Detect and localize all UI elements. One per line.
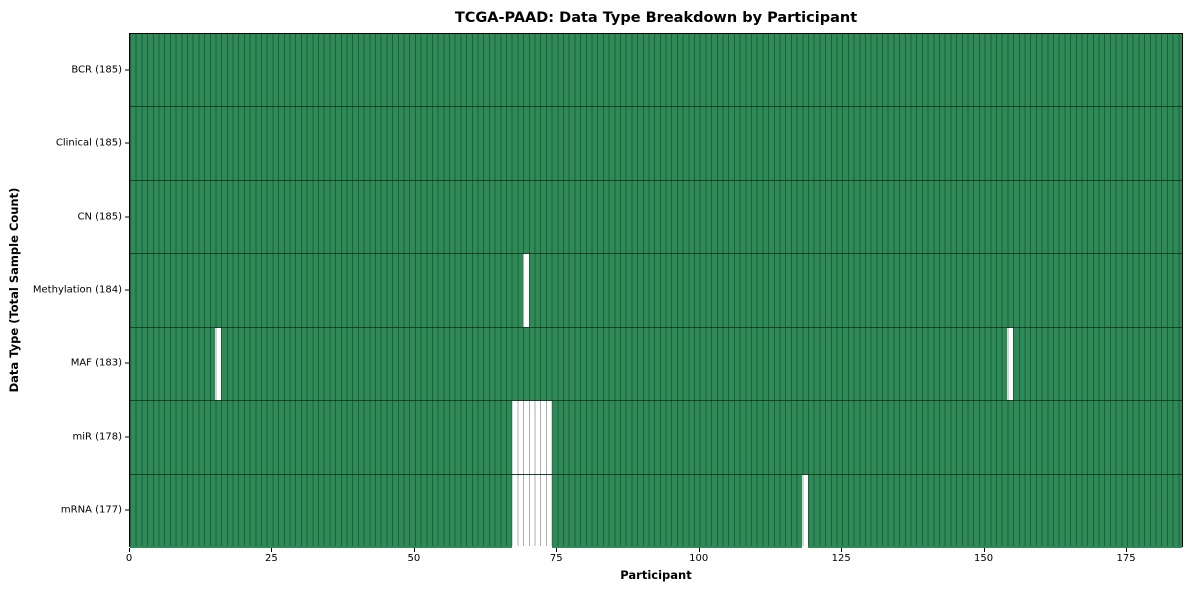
ytick-label-Methylation: Methylation (184) bbox=[32, 284, 122, 296]
xtick-label-25: 25 bbox=[265, 553, 278, 564]
row-Clinical bbox=[130, 107, 1182, 181]
absent-segment-MAF bbox=[1007, 327, 1014, 401]
row-CN bbox=[130, 180, 1182, 255]
x-axis-label: Participant bbox=[620, 568, 692, 582]
xtick-label-75: 75 bbox=[549, 553, 563, 564]
xtick-label-0: 0 bbox=[125, 553, 133, 564]
ytick-mark bbox=[125, 142, 129, 144]
chart-title: TCGA-PAAD: Data Type Breakdown by Partic… bbox=[454, 10, 858, 26]
xtick-mark bbox=[271, 548, 273, 552]
xtick-mark bbox=[698, 548, 700, 552]
ytick-mark bbox=[125, 69, 129, 71]
xtick-label-150: 150 bbox=[974, 553, 994, 564]
ytick-mark bbox=[125, 216, 129, 218]
y-axis-label: Data Type (Total Sample Count) bbox=[7, 187, 21, 393]
row-mRNA bbox=[130, 474, 1182, 548]
absent-segment-mRNA bbox=[802, 474, 808, 548]
ytick-mark bbox=[125, 289, 129, 291]
ytick-mark bbox=[125, 362, 129, 364]
xtick-mark bbox=[1126, 548, 1128, 552]
xtick-mark bbox=[983, 548, 985, 552]
xtick-label-100: 100 bbox=[689, 553, 709, 564]
row-BCR bbox=[130, 34, 1182, 108]
row-Methylation bbox=[130, 254, 1182, 328]
xtick-mark bbox=[556, 548, 558, 552]
xtick-mark bbox=[841, 548, 843, 552]
row-MAF bbox=[130, 327, 1182, 402]
xtick-label-175: 175 bbox=[1116, 553, 1136, 564]
xtick-mark bbox=[413, 548, 415, 552]
row-miR bbox=[130, 401, 1182, 475]
ytick-label-mRNA: mRNA (177) bbox=[60, 504, 122, 516]
xtick-label-125: 125 bbox=[831, 553, 851, 564]
ytick-label-CN: CN (185) bbox=[77, 211, 122, 223]
absent-segment-Methylation bbox=[523, 254, 529, 327]
ytick-label-BCR: BCR (185) bbox=[71, 64, 122, 76]
xtick-label-50: 50 bbox=[407, 553, 421, 564]
xtick-mark bbox=[129, 548, 130, 552]
ytick-mark bbox=[125, 436, 129, 438]
absent-segment-miR bbox=[511, 401, 552, 474]
plot-area: Present Absent bbox=[129, 33, 1183, 548]
ytick-label-Clinical: Clinical (185) bbox=[55, 137, 122, 149]
ytick-mark bbox=[125, 509, 129, 511]
absent-segment-mRNA bbox=[511, 474, 552, 548]
ytick-label-MAF: MAF (183) bbox=[70, 357, 122, 369]
absent-segment-MAF bbox=[215, 327, 222, 401]
ytick-label-miR: miR (178) bbox=[72, 431, 122, 443]
